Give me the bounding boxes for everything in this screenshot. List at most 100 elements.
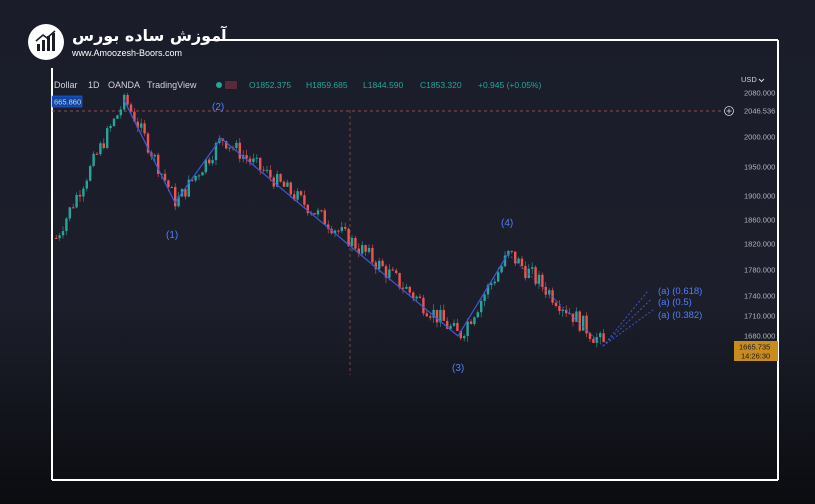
candle-body xyxy=(65,218,68,232)
crosshair-left-price-label: 665.860 xyxy=(54,98,81,107)
candle-body xyxy=(415,296,418,299)
candle-body xyxy=(384,266,388,278)
candle-body xyxy=(514,251,517,264)
elliott-wave-line[interactable] xyxy=(123,99,509,337)
candle-body xyxy=(95,153,99,155)
candle-body xyxy=(408,286,411,293)
candle-body xyxy=(58,235,61,239)
candle-body xyxy=(486,285,490,295)
candle-body xyxy=(245,155,248,159)
candle-body xyxy=(85,180,88,189)
candle-body xyxy=(92,153,95,167)
candle-body xyxy=(163,173,167,181)
candle-body xyxy=(388,269,391,278)
chart-legend: Dollar 1D OANDA TradingView O1852.375 H1… xyxy=(54,80,541,90)
candle-body xyxy=(55,238,58,239)
market-status-icon xyxy=(216,82,222,88)
candle-body xyxy=(238,142,241,159)
candle-body xyxy=(588,333,592,339)
candle-body xyxy=(371,247,374,263)
broker-label: OANDA xyxy=(108,80,140,90)
candle-body xyxy=(510,250,513,252)
wave-label: (2) xyxy=(212,102,224,113)
chevron-down-icon[interactable] xyxy=(758,78,765,83)
y-tick-label: 1900.000 xyxy=(744,192,775,201)
current-price-tag xyxy=(734,341,778,361)
candle-body xyxy=(282,181,286,187)
candle-body xyxy=(89,166,92,181)
candle-body xyxy=(170,187,173,189)
candle-body xyxy=(442,309,445,321)
candle-body xyxy=(327,224,330,229)
wave-label: (1) xyxy=(166,230,178,241)
candle-body xyxy=(476,312,479,318)
candle-body xyxy=(252,158,255,162)
candle-body xyxy=(367,247,371,252)
candle-body xyxy=(211,160,214,164)
wave-label: (3) xyxy=(452,363,464,374)
candle-body xyxy=(119,109,122,116)
ohlc-open: O1852.375 xyxy=(249,80,291,90)
logo-url: www.Amoozesh-Boors.com xyxy=(72,48,183,58)
candle-body xyxy=(129,104,133,112)
currency-dropdown[interactable]: USD xyxy=(741,75,757,84)
candle-body xyxy=(143,123,146,134)
candle-body xyxy=(140,123,143,128)
candle-body xyxy=(106,128,109,148)
candle-body xyxy=(303,195,306,205)
site-logo: آموزش ساده بورس www.Amoozesh-Boors.com xyxy=(28,22,227,62)
candle-body xyxy=(167,180,170,188)
candle-body xyxy=(61,231,65,236)
candle-body xyxy=(102,143,105,148)
candle-body xyxy=(316,210,320,215)
candle-body xyxy=(595,337,598,343)
y-tick-label: 1680.000 xyxy=(744,332,775,341)
interval-label[interactable]: 1D xyxy=(88,80,100,90)
candle-body xyxy=(208,159,211,164)
candle-body xyxy=(507,250,510,256)
candle-body xyxy=(391,269,394,271)
candle-body xyxy=(201,172,204,176)
symbol-label: Dollar xyxy=(54,80,78,90)
y-tick-label: 1860.000 xyxy=(744,216,775,225)
candle-body xyxy=(299,191,303,196)
candle-body xyxy=(446,320,449,329)
candle-body xyxy=(456,322,459,332)
candle-body xyxy=(82,188,85,197)
candle-body xyxy=(575,311,578,322)
add-alert-plus-icon[interactable] xyxy=(724,106,734,116)
candle-body xyxy=(174,187,177,207)
candle-body xyxy=(350,237,354,247)
candle-body xyxy=(459,331,462,339)
candle-body xyxy=(194,175,197,181)
candle-body xyxy=(259,157,262,170)
candle-body xyxy=(548,290,551,295)
candle-body xyxy=(354,237,357,249)
ohlc-change: +0.945 (+0.05%) xyxy=(478,80,541,90)
ohlc-high: H1859.685 xyxy=(306,80,348,90)
candle-body xyxy=(72,207,75,209)
candle-body xyxy=(490,283,493,286)
candle-body xyxy=(374,262,377,270)
candle-body xyxy=(347,228,350,247)
ohlc-low: L1844.590 xyxy=(363,80,403,90)
candle-body xyxy=(432,309,435,318)
price-axis[interactable]: 2080.000 2046.536 2000.000 1950.000 1900.000… xyxy=(744,89,775,341)
candle-body xyxy=(524,266,527,278)
y-tick-label: 2046.536 xyxy=(744,107,775,116)
candle-body xyxy=(541,274,544,287)
candle-body xyxy=(157,154,160,174)
candle-body xyxy=(133,111,136,122)
projection-line xyxy=(602,290,649,347)
candle-body xyxy=(248,158,252,162)
candle-body xyxy=(378,260,381,270)
candle-body xyxy=(361,245,364,254)
y-tick-label: 2080.000 xyxy=(744,89,775,98)
candle-body xyxy=(279,173,282,182)
projection-label: (a) (0.618) xyxy=(658,286,702,297)
candle-body xyxy=(123,94,126,110)
bar-countdown: 14:26:30 xyxy=(741,352,770,361)
candle-body xyxy=(558,306,561,311)
candle-body xyxy=(320,210,323,212)
